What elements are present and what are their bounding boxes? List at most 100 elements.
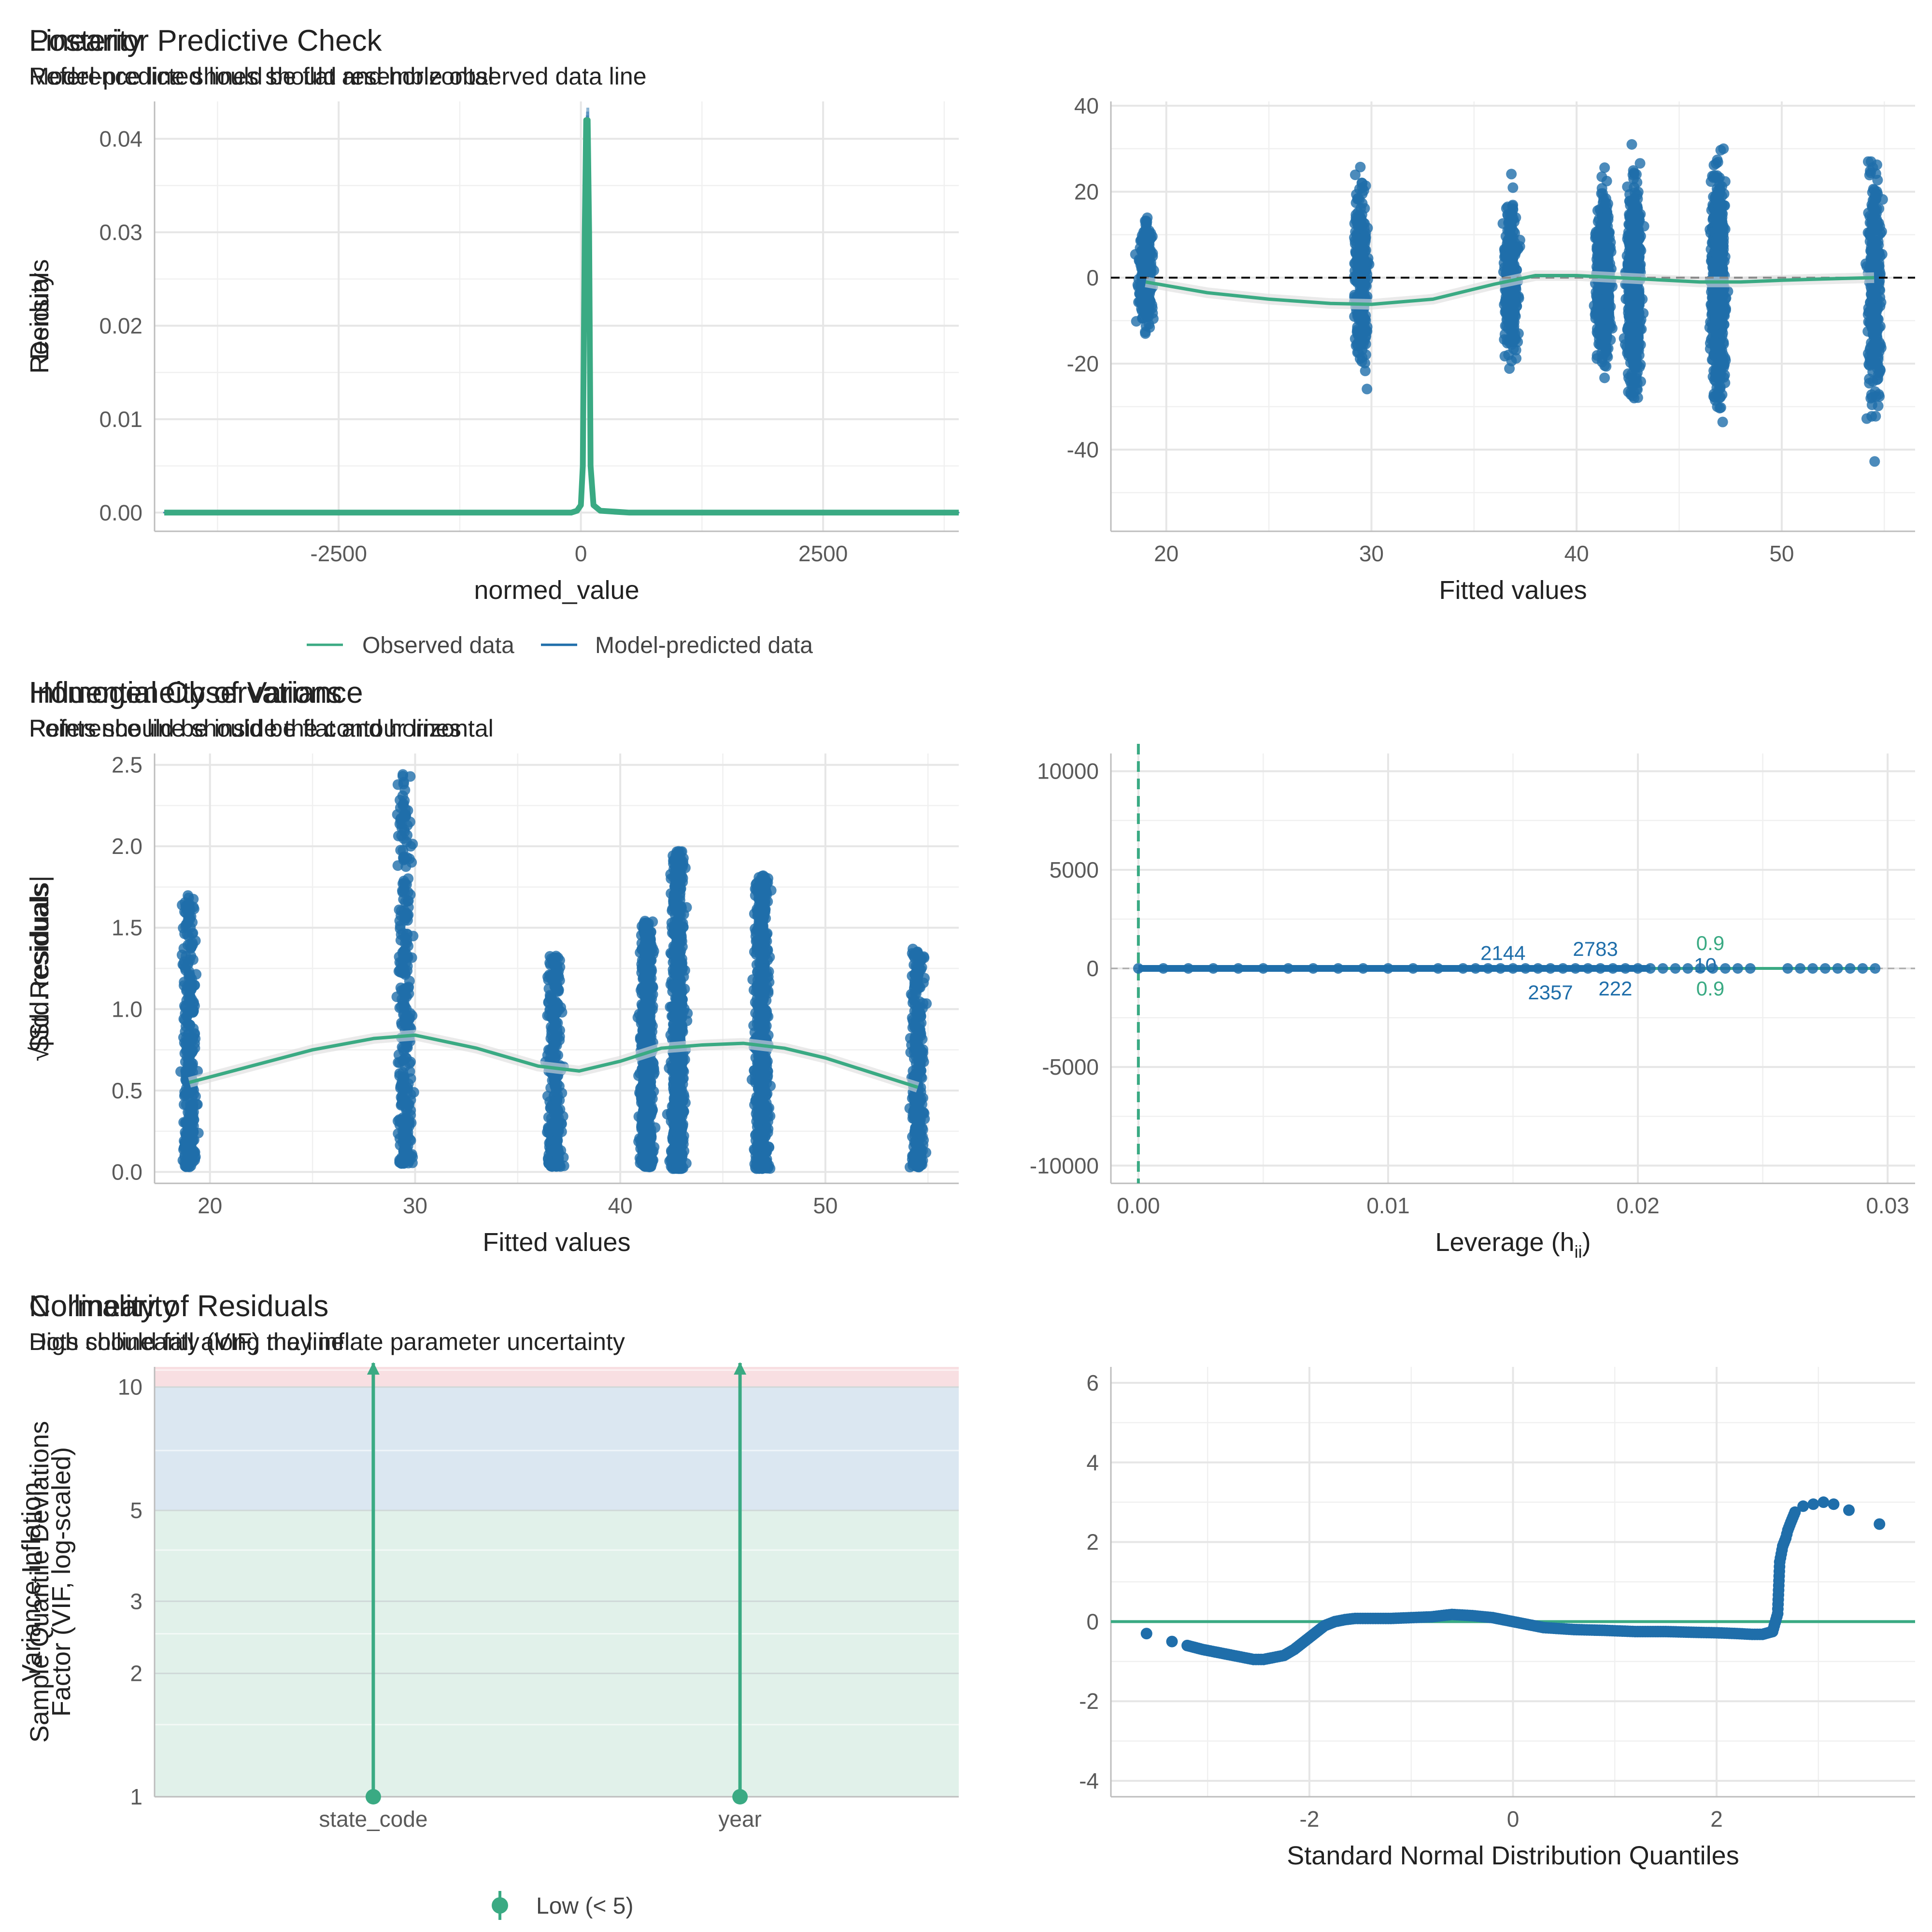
scatter-point: [1714, 203, 1725, 214]
scatter-points: [1130, 139, 1888, 467]
scatter-point: [1594, 322, 1605, 333]
x-tick-label: 0: [575, 541, 587, 566]
scatter-point: [400, 1012, 412, 1023]
scatter-point: [1864, 360, 1875, 371]
scatter-point: [547, 1161, 558, 1172]
scatter-point: [1708, 159, 1719, 170]
scatter-point: [1718, 143, 1729, 154]
scatter-point: [1714, 344, 1725, 355]
scatter-point: [402, 1140, 413, 1151]
scatter-point: [1141, 216, 1152, 227]
scatter-point: [1356, 277, 1367, 288]
scatter-point: [396, 1100, 407, 1111]
scatter-point: [1634, 215, 1645, 226]
x-tick-label: 50: [813, 1193, 838, 1218]
scatter-point: [187, 1119, 198, 1130]
scatter-point: [405, 841, 416, 852]
x-axis-label: normed_value: [474, 576, 639, 605]
scatter-point: [182, 1008, 193, 1019]
scatter-point: [1360, 180, 1371, 191]
scatter-point: [1873, 314, 1884, 325]
scatter-point: [553, 1106, 564, 1117]
scatter-point: [1716, 357, 1727, 368]
x-axis-label: Fitted values: [483, 1228, 630, 1257]
scatter-point: [1140, 321, 1151, 332]
scatter-point: [556, 1126, 567, 1137]
y-tick-label: 0.03: [99, 220, 142, 245]
y-tick-label: 0.02: [99, 313, 142, 338]
x-tick-label: -2500: [310, 541, 367, 566]
scatter-point: [1357, 290, 1368, 301]
scatter-point: [180, 965, 191, 976]
scatter-point: [1598, 214, 1609, 225]
scatter-point: [1509, 333, 1520, 344]
scatter-point: [186, 982, 198, 993]
scatter-point: [1137, 290, 1149, 301]
scatter-point: [1873, 230, 1884, 241]
scatter-point: [1634, 158, 1646, 169]
scatter-point: [1600, 224, 1611, 235]
scatter-point: [1626, 336, 1637, 347]
y-tick-label: -40: [1067, 437, 1099, 462]
scatter-point: [1629, 194, 1640, 205]
scatter-point: [1626, 345, 1637, 356]
scatter-point: [1712, 219, 1723, 230]
scatter-point: [403, 1156, 414, 1167]
x-tick-label: 40: [1564, 541, 1589, 566]
scatter-point: [1593, 257, 1605, 268]
scatter-point: [551, 1036, 562, 1047]
scatter-point: [1718, 319, 1729, 330]
gridlines: [155, 101, 959, 531]
scatter-point: [187, 937, 198, 948]
scatter-point: [1637, 294, 1648, 305]
panel-subtitle: Reference line should be flat and horizo…: [29, 63, 494, 90]
panel-title: Posterior Predictive Check: [29, 24, 382, 57]
scatter-point: [1868, 303, 1879, 314]
scatter-point: [1502, 251, 1513, 262]
predicted-density-line: [164, 115, 959, 513]
y-tick-label: 0.0: [112, 1159, 142, 1184]
scatter-point: [188, 1023, 199, 1034]
scatter-point: [1140, 263, 1151, 274]
scatter-point: [397, 887, 408, 898]
scatter-point: [395, 845, 406, 856]
scatter-point: [1359, 357, 1370, 369]
scatter-point: [185, 1098, 196, 1109]
legend-label-predicted: Model-predicted data: [595, 633, 813, 658]
scatter-point: [181, 1065, 192, 1077]
y-axis-label: Density: [25, 273, 54, 360]
scatter-point: [1870, 411, 1881, 422]
scatter-point: [1631, 361, 1642, 372]
scatter-point: [1362, 384, 1373, 395]
scatter-point: [1504, 224, 1515, 235]
scatter-point: [1148, 313, 1159, 324]
scatter-point: [398, 946, 409, 957]
scatter-point: [403, 981, 414, 993]
scatter-point: [394, 904, 405, 915]
scatter-point: [1360, 230, 1371, 241]
scatter-point: [1868, 249, 1879, 260]
scatter-point: [1871, 262, 1882, 273]
scatter-point: [1633, 186, 1644, 198]
scatter-point: [1717, 327, 1728, 339]
scatter-point: [1597, 238, 1608, 249]
scatter-point: [1869, 456, 1880, 467]
scatter-point: [1360, 365, 1371, 376]
scatter-point: [406, 857, 417, 868]
scatter-point: [1358, 311, 1369, 322]
scatter-point: [1623, 321, 1634, 332]
scatter-point: [1873, 400, 1884, 412]
scatter-point: [185, 1139, 197, 1150]
scatter-point: [400, 1113, 411, 1124]
scatter-point: [1711, 189, 1722, 200]
scatter-point: [186, 1046, 198, 1057]
scatter-point: [402, 1127, 413, 1138]
scatter-point: [184, 954, 195, 966]
x-tick-label: 2500: [798, 541, 848, 566]
scatter-point: [398, 1046, 410, 1057]
scatter-point: [1864, 165, 1875, 176]
ppc-legend: Observed data Model-predicted data: [307, 633, 813, 658]
scatter-point: [1632, 392, 1643, 403]
scatter-point: [392, 860, 403, 871]
